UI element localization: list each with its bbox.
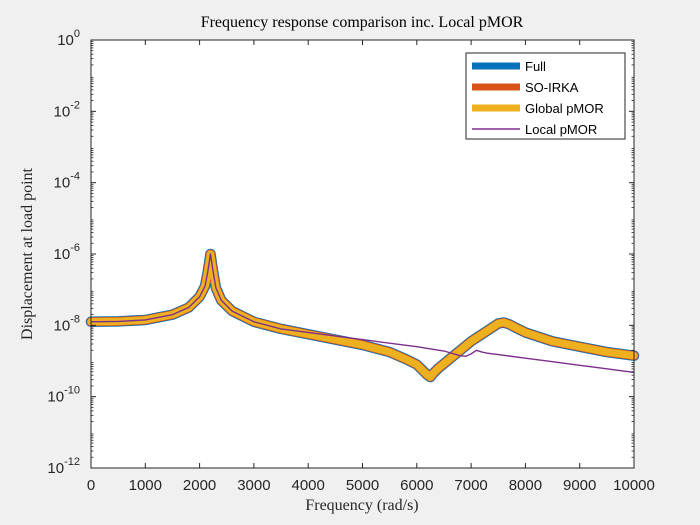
legend-label-local-pmor: Local pMOR <box>525 122 597 137</box>
x-tick-label: 10000 <box>613 477 655 494</box>
x-tick-label: 7000 <box>454 477 487 494</box>
x-axis-label: Frequency (rad/s) <box>305 497 418 514</box>
y-tick-label: 10-4 <box>54 171 80 192</box>
y-tick-label: 10-10 <box>47 385 80 406</box>
y-tick-label: 100 <box>57 28 80 49</box>
y-tick-label: 10-6 <box>54 242 80 263</box>
x-tick-label: 2000 <box>183 477 216 494</box>
y-tick-label: 10-12 <box>47 456 80 477</box>
x-tick-label: 0 <box>87 477 95 494</box>
y-tick-label: 10-2 <box>54 99 80 120</box>
x-tick-label: 8000 <box>509 477 542 494</box>
legend: Full SO-IRKA Global pMOR Local pMOR <box>466 53 625 139</box>
legend-label-full: Full <box>525 59 546 74</box>
chart-title: Frequency response comparison inc. Local… <box>201 14 524 31</box>
x-tick-label: 5000 <box>346 477 379 494</box>
legend-label-global-pmor: Global pMOR <box>525 101 604 116</box>
y-axis-label: Displacement at load point <box>19 167 36 340</box>
x-tick-label: 6000 <box>400 477 433 494</box>
x-tick-label: 4000 <box>292 477 325 494</box>
legend-label-so-irka: SO-IRKA <box>525 80 579 95</box>
x-tick-label: 9000 <box>563 477 596 494</box>
y-tick-label: 10-8 <box>54 313 80 334</box>
x-tick-label: 1000 <box>129 477 162 494</box>
x-tick-label: 3000 <box>237 477 270 494</box>
